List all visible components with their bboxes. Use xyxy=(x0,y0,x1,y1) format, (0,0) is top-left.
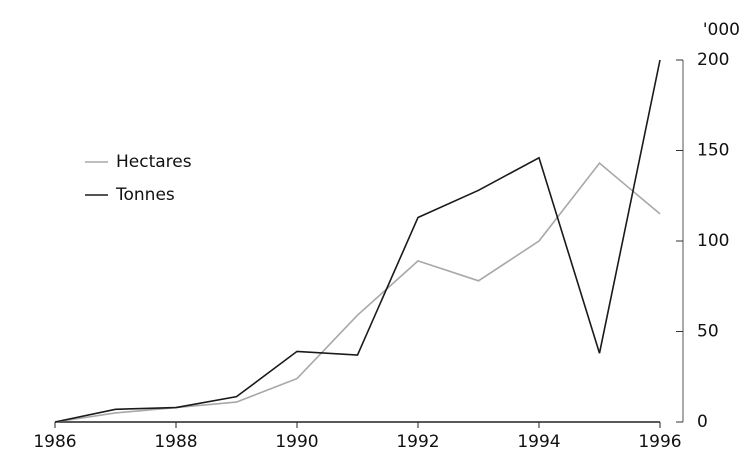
legend-label: Tonnes xyxy=(115,185,175,205)
x-tick-label: 1990 xyxy=(275,432,318,452)
x-tick-label: 1986 xyxy=(33,432,76,452)
y-tick-label: 0 xyxy=(697,412,708,432)
series-line xyxy=(54,162,661,423)
y-tick-label: 50 xyxy=(697,322,719,342)
y-tick-label: 100 xyxy=(697,231,729,251)
x-tick-label: 1994 xyxy=(517,432,560,452)
series-line xyxy=(54,59,661,423)
x-tick-label: 1988 xyxy=(154,432,197,452)
x-tick-label: 1992 xyxy=(396,432,439,452)
y-axis-label: '000 xyxy=(703,20,740,40)
legend-label: Hectares xyxy=(116,152,192,172)
y-tick-label: 200 xyxy=(697,50,729,70)
y-tick-label: 150 xyxy=(697,141,729,161)
x-tick-label: 1996 xyxy=(638,432,681,452)
